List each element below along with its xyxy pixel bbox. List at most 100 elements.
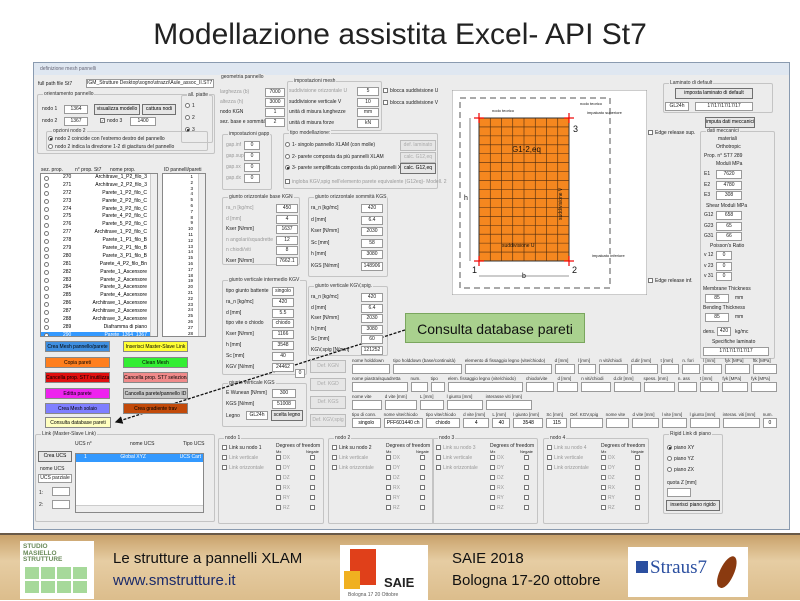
negate-checkbox[interactable] xyxy=(420,465,427,472)
field-input[interactable]: 66 xyxy=(716,232,742,241)
color-button[interactable]: Crea Mesh pannello/parete xyxy=(45,341,110,352)
field-input[interactable]: 658 xyxy=(716,211,742,220)
props-list-item[interactable]: 270 Architrave_1_P2_filo_3 xyxy=(41,174,157,182)
holddown-input[interactable] xyxy=(722,382,749,392)
props-list[interactable]: 270 Architrave_1_P2_filo_3 271 Architrave_2… xyxy=(40,173,158,337)
rigid-plane-radio[interactable]: piano XY xyxy=(667,445,694,452)
props-list-item[interactable]: 280 Parete_3_P1_filo_B xyxy=(41,253,157,261)
field-input[interactable]: chiodo xyxy=(272,319,294,329)
id-list-item[interactable]: 19 xyxy=(187,278,193,284)
field-input[interactable]: singolo xyxy=(272,287,294,296)
holddown-input[interactable] xyxy=(525,382,555,392)
holddown-input[interactable] xyxy=(699,382,720,392)
ids-list[interactable]: 1 2 3 4 5 6 7 8 9 10 11 12 13 14 15 16 17 18 19 20 21 22 23 24 2… xyxy=(162,173,206,337)
negate-checkbox[interactable] xyxy=(420,505,427,512)
dof-checkbox[interactable]: DZ xyxy=(490,475,504,482)
link-verticale-checkbox[interactable]: Link verticale xyxy=(222,455,258,462)
dof-checkbox[interactable]: DZ xyxy=(386,475,400,482)
dof-checkbox[interactable]: RX xyxy=(276,485,290,492)
modellazione-radio[interactable]: 3- parete semplificata composta da più p… xyxy=(285,165,412,172)
modellazione-button[interactable]: def. laminato xyxy=(400,140,436,151)
field-input[interactable]: 6.4 xyxy=(361,215,383,225)
props-list-item[interactable]: 285 Parete_4_Ascensore xyxy=(41,292,157,300)
ids-scrollbar[interactable] xyxy=(198,174,205,336)
ingloba-checkbox[interactable]: ingloba KGV,spig nell'elemento parete eq… xyxy=(285,179,446,186)
id-list-item[interactable]: 9 xyxy=(190,220,193,226)
negate-checkbox[interactable] xyxy=(635,475,642,482)
field-input[interactable]: 0 xyxy=(716,251,732,260)
holddown-input[interactable]: PFF601440 ch xyxy=(383,418,423,428)
def-button[interactable]: Def. KGN xyxy=(310,360,346,373)
negate-checkbox[interactable] xyxy=(524,485,531,492)
laminato-strati-input[interactable]: 17/17/17/17/17 xyxy=(695,102,753,111)
props-list-item[interactable]: 272 Parete_1_P2_filo_C xyxy=(41,190,157,198)
negate-checkbox[interactable] xyxy=(420,485,427,492)
id-list-item[interactable]: 14 xyxy=(187,249,193,255)
ucs-list[interactable]: 1 Global XYZ UCS Cart xyxy=(75,453,204,513)
link-verticale-checkbox[interactable]: Link verticale xyxy=(547,455,583,462)
id-list-item[interactable]: 20 xyxy=(187,284,193,290)
id-list-item[interactable]: 4 xyxy=(190,191,193,197)
dof-checkbox[interactable]: RZ xyxy=(276,505,290,512)
imputa-dati-button[interactable]: imputa dati meccanici xyxy=(705,117,755,128)
holddown-input[interactable] xyxy=(689,418,720,428)
id-list-item[interactable]: 3 xyxy=(190,185,193,191)
color-button[interactable]: Editta parete xyxy=(45,387,110,399)
membrane-input[interactable]: 85 xyxy=(705,294,729,303)
holddown-input[interactable] xyxy=(660,364,680,374)
specifiche-input[interactable]: 17/17/17/17/17 xyxy=(703,347,769,356)
def-button[interactable]: Def. KGD xyxy=(310,378,346,391)
holddown-input[interactable] xyxy=(352,400,382,410)
bending-input[interactable]: 85 xyxy=(705,313,729,322)
field-input[interactable]: 10 xyxy=(357,97,379,107)
dof-checkbox[interactable]: DX xyxy=(386,455,400,462)
dof-checkbox[interactable]: RZ xyxy=(490,505,504,512)
def-button[interactable]: Def. KGV,spig xyxy=(310,414,346,427)
ucs-1-input[interactable] xyxy=(52,487,70,496)
field-input[interactable]: 0 xyxy=(244,141,260,150)
field-input[interactable]: 3000 xyxy=(265,98,285,107)
holddown-input[interactable] xyxy=(631,364,658,374)
id-list-item[interactable]: 6 xyxy=(190,202,193,208)
field-input[interactable]: 3080 xyxy=(361,324,383,334)
holddown-input[interactable] xyxy=(724,364,750,374)
negate-checkbox[interactable] xyxy=(420,495,427,502)
field-input[interactable]: 300 xyxy=(272,389,296,398)
holddown-input[interactable]: 40 xyxy=(492,418,511,428)
props-list-item[interactable]: 282 Parete_1_Ascensore xyxy=(41,269,157,277)
holddown-input[interactable] xyxy=(464,364,552,374)
field-input[interactable]: 4 xyxy=(276,214,298,224)
dof-checkbox[interactable]: RY xyxy=(490,495,504,502)
id-list-item[interactable]: 28 xyxy=(187,330,193,336)
color-button[interactable]: Crea Mesh solaio xyxy=(45,403,110,414)
field-input[interactable]: 2 xyxy=(265,118,285,127)
link-su-nodo-checkbox[interactable]: Link su nodo 4 xyxy=(547,445,587,452)
field-input[interactable]: 420 xyxy=(272,297,294,307)
props-list-item[interactable]: 274 Parete_3_P2_filo_C xyxy=(41,206,157,214)
ucs-horizontal-scrollbar[interactable] xyxy=(76,505,203,512)
holddown-input[interactable] xyxy=(722,418,760,428)
id-list-item[interactable]: 2 xyxy=(190,179,193,185)
link-su-nodo-checkbox[interactable]: Link su nodo 2 xyxy=(332,445,372,452)
negate-checkbox[interactable] xyxy=(310,485,317,492)
color-button[interactable]: Copia pareti xyxy=(45,356,110,368)
id-list-item[interactable]: 23 xyxy=(187,301,193,307)
holddown-input[interactable] xyxy=(661,418,687,428)
negate-checkbox[interactable] xyxy=(635,505,642,512)
holddown-input[interactable] xyxy=(384,400,417,410)
props-list-item[interactable]: 290 Parete_1364_1367 xyxy=(41,331,157,336)
dof-checkbox[interactable]: RX xyxy=(490,485,504,492)
all-piatte-radio[interactable]: 1 xyxy=(185,103,195,110)
field-input[interactable]: 0 xyxy=(244,152,260,161)
opzioni-nodo2-radio[interactable]: nodo 2 coincide con l'estremo destro del… xyxy=(48,136,165,143)
kgv-extra-input[interactable]: 0 xyxy=(295,369,305,378)
dof-checkbox[interactable]: DY xyxy=(490,465,504,472)
id-list-item[interactable]: 12 xyxy=(187,237,193,243)
dof-checkbox[interactable]: DX xyxy=(276,455,290,462)
negate-checkbox[interactable] xyxy=(635,455,642,462)
field-input[interactable]: 1637 xyxy=(276,225,298,234)
nodo3-input[interactable]: 1400 xyxy=(130,117,156,126)
field-input[interactable]: 6.4 xyxy=(361,303,383,313)
dof-checkbox[interactable]: DX xyxy=(601,455,615,462)
props-list-item[interactable]: 283 Parete_2_Ascensore xyxy=(41,277,157,285)
